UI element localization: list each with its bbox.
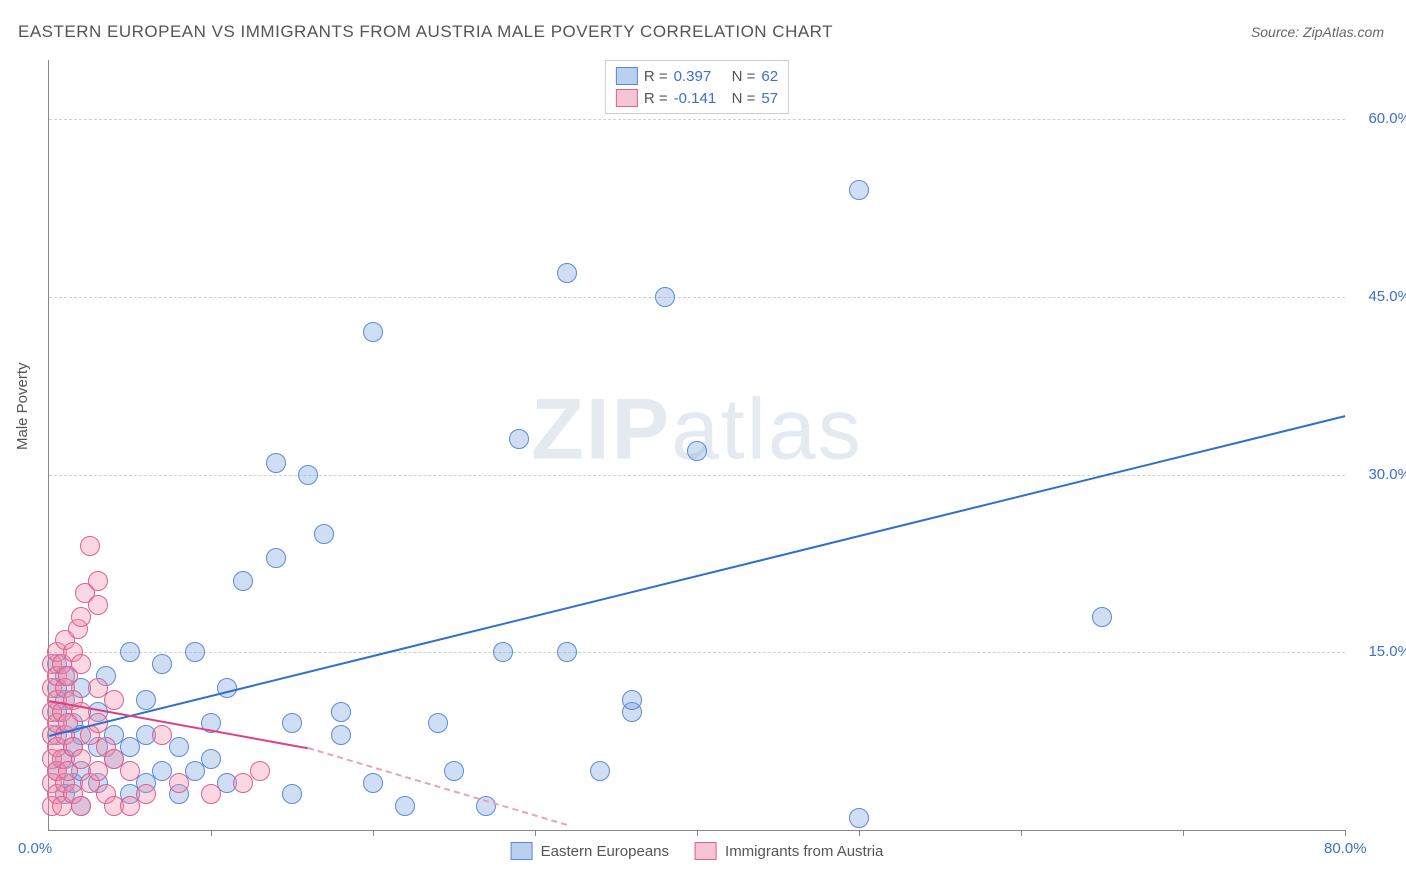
data-point <box>444 761 464 781</box>
data-point <box>169 737 189 757</box>
source-label: Source: ZipAtlas.com <box>1251 24 1384 40</box>
data-point <box>509 429 529 449</box>
gridline <box>49 297 1345 298</box>
data-point <box>201 749 221 769</box>
x-axis-max-label: 80.0% <box>1324 840 1367 857</box>
stat-r-value-1: -0.141 <box>674 90 726 107</box>
stat-r-value-0: 0.397 <box>674 68 726 85</box>
data-point <box>88 571 108 591</box>
data-point <box>71 796 91 816</box>
data-point <box>136 784 156 804</box>
x-tick <box>373 830 374 836</box>
x-tick <box>1021 830 1022 836</box>
x-axis-min-label: 0.0% <box>18 840 52 857</box>
legend-label: Eastern Europeans <box>541 843 669 860</box>
data-point <box>493 642 513 662</box>
data-point <box>655 287 675 307</box>
y-axis-label: Male Poverty <box>14 362 31 450</box>
stat-r-label: R = <box>644 90 668 107</box>
x-tick <box>535 830 536 836</box>
plot-area: ZIPatlas R = 0.397 N = 62 R = -0.141 N =… <box>48 60 1345 831</box>
gridline <box>49 475 1345 476</box>
data-point <box>152 654 172 674</box>
data-point <box>104 690 124 710</box>
data-point <box>217 678 237 698</box>
data-point <box>331 725 351 745</box>
data-point <box>185 642 205 662</box>
x-tick <box>211 830 212 836</box>
y-tick-label: 30.0% <box>1351 466 1406 483</box>
data-point <box>557 642 577 662</box>
data-point <box>849 808 869 828</box>
data-point <box>120 642 140 662</box>
legend-swatch-series-1 <box>616 89 638 107</box>
data-point <box>395 796 415 816</box>
x-tick <box>859 830 860 836</box>
data-point <box>250 761 270 781</box>
chart-title: EASTERN EUROPEAN VS IMMIGRANTS FROM AUST… <box>18 22 833 42</box>
gridline <box>49 119 1345 120</box>
data-point <box>687 441 707 461</box>
data-point <box>849 180 869 200</box>
data-point <box>282 784 302 804</box>
stat-n-label: N = <box>732 68 756 85</box>
trend-line <box>308 747 568 826</box>
data-point <box>88 595 108 615</box>
data-point <box>428 713 448 733</box>
data-point <box>136 690 156 710</box>
legend-swatch-series-1 <box>695 842 717 860</box>
stat-n-value-0: 62 <box>761 68 778 85</box>
x-tick <box>697 830 698 836</box>
data-point <box>363 322 383 342</box>
y-tick-label: 45.0% <box>1351 288 1406 305</box>
y-tick-label: 60.0% <box>1351 110 1406 127</box>
legend-stats-row: R = -0.141 N = 57 <box>616 87 778 109</box>
data-point <box>298 465 318 485</box>
source-name: ZipAtlas.com <box>1303 24 1384 40</box>
data-point <box>120 761 140 781</box>
data-point <box>282 713 302 733</box>
data-point <box>314 524 334 544</box>
legend-item: Immigrants from Austria <box>695 842 883 860</box>
watermark: ZIPatlas <box>531 380 862 479</box>
legend-stats: R = 0.397 N = 62 R = -0.141 N = 57 <box>605 60 789 114</box>
data-point <box>169 773 189 793</box>
data-point <box>363 773 383 793</box>
legend-series: Eastern Europeans Immigrants from Austri… <box>511 842 884 860</box>
data-point <box>1092 607 1112 627</box>
data-point <box>233 571 253 591</box>
data-point <box>331 702 351 722</box>
data-point <box>152 725 172 745</box>
stat-n-value-1: 57 <box>761 90 778 107</box>
watermark-light: atlas <box>671 381 863 477</box>
data-point <box>266 548 286 568</box>
data-point <box>590 761 610 781</box>
data-point <box>71 654 91 674</box>
x-tick <box>1345 830 1346 836</box>
watermark-bold: ZIP <box>531 381 671 477</box>
source-prefix: Source: <box>1251 24 1303 40</box>
data-point <box>557 263 577 283</box>
data-point <box>201 784 221 804</box>
gridline <box>49 652 1345 653</box>
y-tick-label: 15.0% <box>1351 643 1406 660</box>
legend-swatch-series-0 <box>511 842 533 860</box>
data-point <box>80 536 100 556</box>
legend-swatch-series-0 <box>616 67 638 85</box>
stat-r-label: R = <box>644 68 668 85</box>
stat-n-label: N = <box>732 90 756 107</box>
legend-stats-row: R = 0.397 N = 62 <box>616 65 778 87</box>
x-tick <box>1183 830 1184 836</box>
data-point <box>622 690 642 710</box>
legend-item: Eastern Europeans <box>511 842 669 860</box>
data-point <box>266 453 286 473</box>
legend-label: Immigrants from Austria <box>725 843 883 860</box>
